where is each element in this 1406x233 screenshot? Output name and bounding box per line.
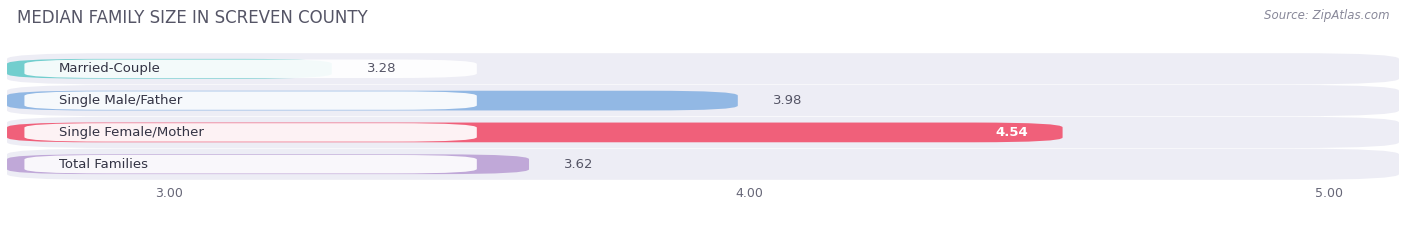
Text: 3.62: 3.62 — [564, 158, 593, 171]
FancyBboxPatch shape — [7, 85, 1399, 116]
Text: Single Male/Father: Single Male/Father — [59, 94, 183, 107]
Text: Married-Couple: Married-Couple — [59, 62, 162, 75]
FancyBboxPatch shape — [24, 123, 477, 142]
Text: 3.28: 3.28 — [367, 62, 396, 75]
FancyBboxPatch shape — [7, 59, 332, 79]
FancyBboxPatch shape — [24, 60, 477, 78]
FancyBboxPatch shape — [7, 91, 738, 110]
FancyBboxPatch shape — [7, 117, 1399, 148]
FancyBboxPatch shape — [24, 91, 477, 110]
Text: Source: ZipAtlas.com: Source: ZipAtlas.com — [1264, 9, 1389, 22]
FancyBboxPatch shape — [7, 123, 1063, 142]
Text: 4.54: 4.54 — [995, 126, 1028, 139]
FancyBboxPatch shape — [7, 149, 1399, 180]
FancyBboxPatch shape — [7, 154, 529, 174]
FancyBboxPatch shape — [7, 53, 1399, 84]
FancyBboxPatch shape — [24, 155, 477, 173]
Text: MEDIAN FAMILY SIZE IN SCREVEN COUNTY: MEDIAN FAMILY SIZE IN SCREVEN COUNTY — [17, 9, 367, 27]
Text: Total Families: Total Families — [59, 158, 148, 171]
Text: Single Female/Mother: Single Female/Mother — [59, 126, 204, 139]
Text: 3.98: 3.98 — [772, 94, 801, 107]
